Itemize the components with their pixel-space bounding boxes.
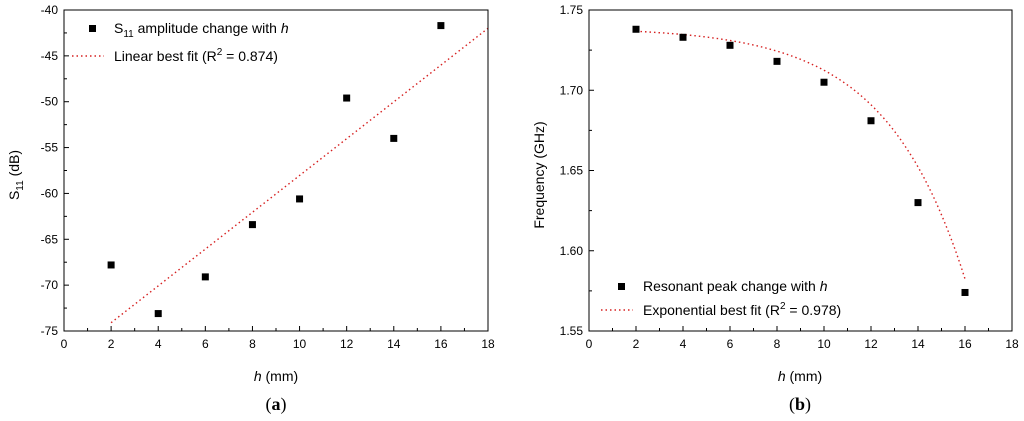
chart-a-x-tick-label: 10 [293, 337, 307, 351]
chart-a-legend-marker-icon [89, 25, 96, 32]
chart-b-fit-line [635, 30, 966, 280]
chart-b-fit-curve [635, 30, 966, 280]
chart-a-y-tick-label: -40 [41, 3, 59, 17]
chart-b: 0 2 4 6 8 10 12 14 16 18 1.55 1.60 1.65 1.70 1.75 Res… [531, 3, 1019, 415]
chart-a-legend-series: S11 amplitude change with h [114, 20, 289, 40]
chart-b-data-point [632, 25, 640, 33]
chart-a-data-point [201, 273, 209, 281]
chart-b-y-tick-label: 1.70 [560, 83, 584, 97]
chart-a-data-point [154, 310, 162, 318]
chart-b-x-tick-label: 8 [774, 337, 781, 351]
chart-b-frame [588, 9, 1013, 332]
chart-b-points [632, 25, 969, 296]
chart-b-x-tick-label: 6 [727, 337, 734, 351]
chart-b-data-point [773, 57, 781, 65]
chart-a-y-tick-label: -65 [41, 232, 59, 246]
chart-b-x-tick-label: 0 [586, 337, 593, 351]
chart-a-y-label: S11 (dB) [6, 150, 26, 200]
chart-b-x-tick-label: 2 [633, 337, 640, 351]
chart-b-x-tick-label: 4 [680, 337, 687, 351]
chart-a-y-ticks: -75 -70 -65 -60 -55 -50 -45 -40 [41, 3, 69, 338]
chart-b-data-point [867, 117, 875, 125]
chart-a-y-tick-label: -70 [41, 278, 59, 292]
chart-a-fit-line [110, 27, 489, 324]
chart-b-x-tick-label: 14 [911, 337, 925, 351]
chart-b-legend-marker-icon [618, 283, 625, 290]
chart-a-legend: S11 amplitude change with h Linear best … [72, 20, 289, 64]
chart-a-x-tick-label: 18 [481, 337, 495, 351]
chart-b-x-ticks: 0 2 4 6 8 10 12 14 16 18 [586, 326, 1019, 351]
chart-a-data-point [343, 94, 351, 102]
chart-a-y-tick-label: -60 [41, 186, 59, 200]
chart-b-y-tick-label: 1.75 [560, 3, 584, 17]
chart-b-legend: Resonant peak change with h Exponential … [601, 278, 841, 318]
chart-b-y-ticks: 1.55 1.60 1.65 1.70 1.75 [560, 3, 594, 338]
chart-b-data-point [914, 199, 922, 207]
chart-a-frame [63, 9, 489, 332]
chart-b-x-tick-label: 10 [817, 337, 831, 351]
chart-a-data-point [248, 221, 256, 229]
chart-b-data-point [726, 41, 734, 49]
chart-a-x-tick-label: 16 [434, 337, 448, 351]
chart-a-x-tick-label: 6 [202, 337, 209, 351]
chart-a-y-tick-label: -50 [41, 95, 59, 109]
chart-a-x-ticks: 0 2 4 6 8 10 12 14 16 18 [61, 326, 495, 351]
chart-a-y-tick-label: -75 [41, 324, 59, 338]
chart-a-data-point [107, 261, 115, 269]
chart-a-x-tick-label: 14 [387, 337, 401, 351]
chart-a-panel-label: (a) [266, 394, 287, 415]
chart-b-data-point [820, 78, 828, 86]
chart-b-panel-label: (b) [789, 394, 811, 415]
chart-a-data-point [437, 22, 445, 30]
chart-a-y-tick-label: -45 [41, 49, 59, 63]
chart-b-legend-series: Resonant peak change with h [643, 278, 828, 294]
chart-b-data-point [961, 288, 969, 296]
chart-b-x-tick-label: 16 [958, 337, 972, 351]
chart-a-x-tick-label: 12 [340, 337, 354, 351]
chart-a: 0 2 4 6 8 10 12 14 16 18 -75 -70 -65 -60 -55 -50 -45 -40… [6, 3, 495, 415]
chart-a-legend-fit: Linear best fit (R2 = 0.874) [114, 47, 278, 64]
chart-a-y-tick-label: -55 [41, 141, 59, 155]
chart-a-x-label: h (mm) [254, 368, 298, 384]
chart-b-legend-fit: Exponential best fit (R2 = 0.978) [643, 301, 841, 318]
chart-a-points [107, 22, 445, 318]
chart-b-y-label: Frequency (GHz) [531, 121, 547, 228]
chart-a-fit-curve [110, 27, 489, 324]
chart-b-y-tick-label: 1.65 [560, 164, 584, 178]
chart-b-x-tick-label: 18 [1005, 337, 1019, 351]
chart-a-x-tick-label: 0 [61, 337, 68, 351]
chart-a-data-point [390, 134, 398, 142]
chart-a-x-tick-label: 8 [249, 337, 256, 351]
chart-b-x-label: h (mm) [778, 368, 822, 384]
chart-b-y-tick-label: 1.55 [560, 324, 584, 338]
chart-b-y-tick-label: 1.60 [560, 244, 584, 258]
chart-a-x-tick-label: 2 [108, 337, 115, 351]
chart-a-data-point [296, 195, 304, 203]
chart-b-data-point [679, 33, 687, 41]
chart-a-x-tick-label: 4 [155, 337, 162, 351]
chart-b-x-tick-label: 12 [864, 337, 878, 351]
